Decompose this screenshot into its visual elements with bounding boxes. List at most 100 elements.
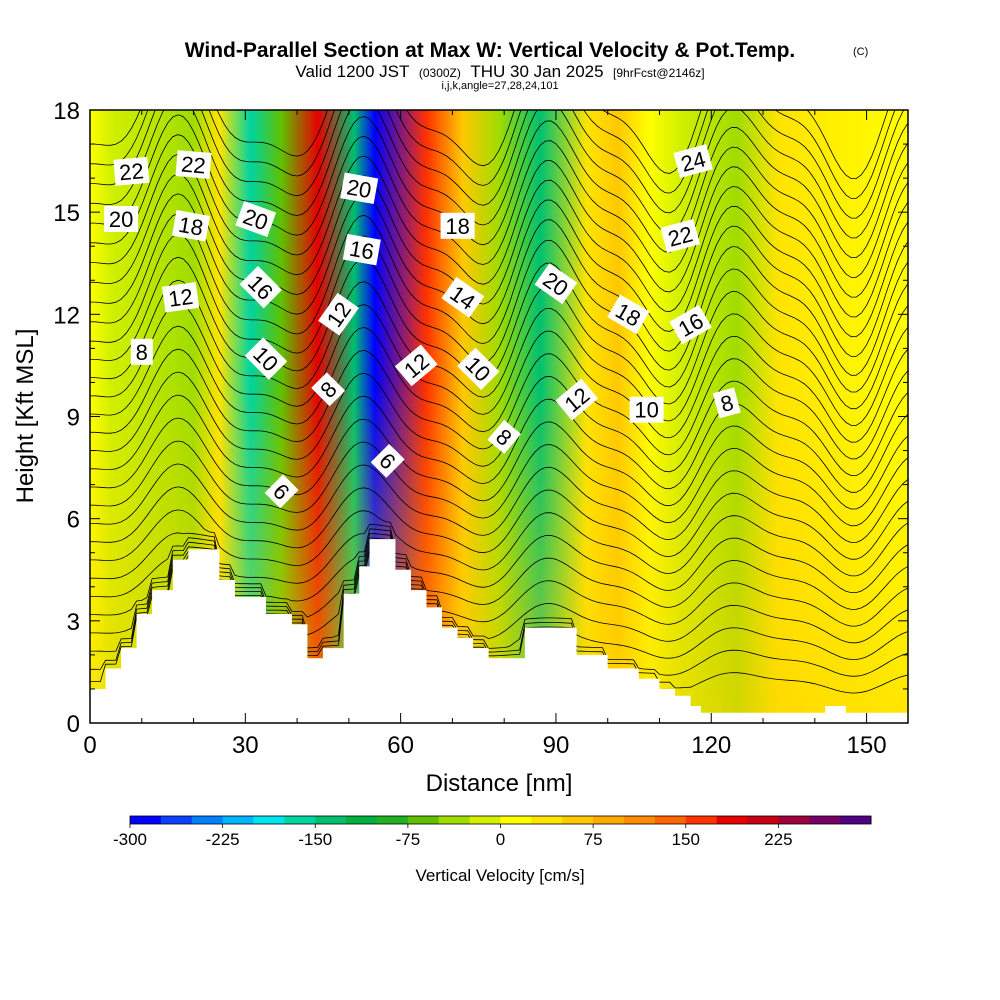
theta-contour-line <box>90 325 908 443</box>
y-tick-label: 12 <box>53 302 80 329</box>
colorbar-swatch <box>346 816 378 824</box>
contour-label-box <box>318 292 359 336</box>
y-axis-label: Height [Kft MSL] <box>12 329 39 504</box>
contour-label-box <box>555 378 599 421</box>
subtitle-valid-time: Valid 1200 JST <box>295 62 409 81</box>
colorbar-swatch <box>562 816 594 824</box>
contour-label-box <box>487 419 521 454</box>
x-axis-label: Distance [nm] <box>426 770 573 797</box>
theta-contour-line <box>90 279 908 410</box>
contour-label-box <box>130 338 153 365</box>
theta-contour-line <box>90 537 908 644</box>
colorbar-swatch <box>407 816 440 824</box>
colorbar-tick-label: 150 <box>672 830 700 849</box>
x-tick-label: 30 <box>232 732 259 759</box>
chart-title: Wind-Parallel Section at Max W: Vertical… <box>185 39 796 62</box>
theta-contour-line <box>90 193 908 338</box>
theta-contour-line <box>90 417 908 510</box>
contour-label-text: 22 <box>118 158 145 185</box>
theta-contour-line <box>90 302 908 426</box>
colorbar-swatch <box>685 816 718 824</box>
contour-label-box <box>104 206 139 232</box>
colorbar-swatch <box>438 816 471 824</box>
axis-ticks: 0 30 60 90 120 150 0 3 6 9 12 15 18 <box>53 98 908 759</box>
contour-label-text: 20 <box>109 207 133 232</box>
theta-contour-line <box>90 256 908 393</box>
theta-contour-line <box>90 110 896 199</box>
contour-label-box <box>311 372 346 407</box>
contour-label: 8 <box>130 338 153 365</box>
contour-label: 22 <box>175 150 212 179</box>
colorbar-swatch <box>593 816 625 824</box>
velocity-field <box>90 110 908 723</box>
theta-contour-line <box>90 134 908 278</box>
colorbar-swatch <box>160 816 193 824</box>
subtitle-indices: i,j,k,angle=27,28,24,101 <box>441 80 558 92</box>
contour-label-box <box>629 396 664 423</box>
x-tick-label: 120 <box>691 732 731 759</box>
contour-label-box <box>440 212 475 239</box>
contour-label-text: 16 <box>347 236 375 265</box>
y-tick-label: 6 <box>67 507 80 534</box>
contour-label: 14 <box>441 276 485 318</box>
contour-label-box <box>660 219 700 253</box>
y-tick-label: 9 <box>67 405 80 432</box>
contour-label: 20 <box>104 206 139 232</box>
colorbar-swatch <box>500 816 532 824</box>
contour-label-box <box>244 337 288 380</box>
theta-contour-line <box>90 114 908 258</box>
contour-label: 20 <box>340 172 379 205</box>
colorbar-swatch <box>840 816 872 824</box>
contour-label: 10 <box>629 396 664 423</box>
y-tick-label: 0 <box>67 711 80 738</box>
theta-contour-line <box>90 110 908 239</box>
contour-label: 24 <box>673 144 713 179</box>
theta-contour-line <box>90 509 908 577</box>
contour-label-box <box>340 172 379 205</box>
colorbar-tick-label: -225 <box>206 830 240 849</box>
theta-contour-line <box>90 440 908 527</box>
y-tick-label: 18 <box>53 98 80 125</box>
colorbar-swatch <box>284 816 316 824</box>
title-mark: (C) <box>853 46 868 58</box>
contour-label-box <box>239 265 283 309</box>
contour-label: 8 <box>712 387 741 419</box>
colorbar-swatch <box>191 816 224 824</box>
contour-label-text: 22 <box>180 151 207 178</box>
theta-contour-line <box>90 532 908 627</box>
colorbar-tick-label: -75 <box>396 830 421 849</box>
theta-contour-line <box>90 233 908 376</box>
contour-label-box <box>669 304 712 345</box>
contour-label-text: 12 <box>167 284 195 312</box>
subtitle-forecast: [9hrFcst@2146z] <box>613 66 705 80</box>
theta-contour-line <box>90 173 908 318</box>
contour-label-text: 18 <box>445 214 469 239</box>
theta-contour-line <box>90 528 908 610</box>
contour-label: 22 <box>660 219 700 253</box>
colorbar-swatch <box>130 816 162 824</box>
contour-label-box <box>712 387 741 419</box>
colorbar-tick-label: -150 <box>298 830 332 849</box>
x-tick-label: 90 <box>543 732 570 759</box>
colorbar-tick-label: -300 <box>113 830 147 849</box>
contour-label-text: 20 <box>345 174 373 203</box>
colorbar-swatch <box>778 816 810 824</box>
contour-label-box <box>673 144 713 179</box>
colorbar-swatch <box>624 816 656 824</box>
theta-contour-line <box>90 394 908 493</box>
contour-label-text: 18 <box>177 212 205 241</box>
colorbar-swatch <box>747 816 779 824</box>
theta-contour-line <box>90 110 905 219</box>
colorbar-tick-label: 0 <box>496 830 505 849</box>
contour-label: 16 <box>342 233 381 266</box>
contour-label-text: 8 <box>136 340 148 365</box>
contour-label-box <box>394 344 438 387</box>
chart-subtitle: Valid 1200 JST (0300Z) THU 30 Jan 2025 [… <box>295 62 704 81</box>
x-tick-label: 60 <box>387 732 414 759</box>
terrain-layer <box>90 539 908 723</box>
colorbar-swatch <box>654 816 687 824</box>
contour-label: 18 <box>172 210 210 242</box>
colorbar-swatch <box>716 816 749 824</box>
theta-contour-line <box>90 371 908 476</box>
contour-label-box <box>264 474 299 509</box>
